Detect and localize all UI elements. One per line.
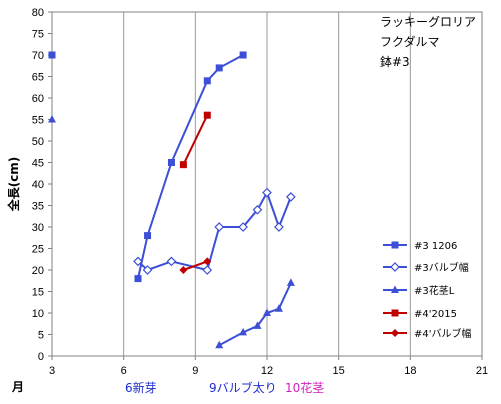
data-point [215,340,224,349]
legend-label: #4'バルブ幅 [414,327,472,340]
data-point [274,222,284,232]
annotation-new-shoot: 6新芽 [125,380,157,395]
data-point [286,278,295,286]
legend-marker [391,285,399,293]
data-point [215,64,223,72]
series-0 [48,51,247,283]
x-tick-label: 9 [192,365,198,377]
data-point [252,204,263,215]
data-point [263,308,271,316]
data-point [48,115,56,123]
series-line [137,54,244,279]
series-line [137,190,292,272]
x-tick-label: 21 [476,365,488,377]
data-point [203,257,212,266]
series-3 [179,111,211,169]
x-tick-label: 18 [404,365,416,377]
title-line-3: 鉢#3 [380,55,410,69]
title-line-2: フクダルマ [380,34,440,49]
series-line [218,282,292,347]
y-axis-ticks: 0 5 10 15 20 25 30 35 40 45 50 55 60 65 70 75 80 [32,7,52,363]
legend-item: #3バルブ幅 [383,261,469,274]
data-point [238,222,248,232]
series-line [183,260,208,271]
series-1 [133,187,296,275]
data-point [167,159,175,166]
y-tick-label: 15 [32,287,44,299]
data-point [142,265,153,275]
gridlines [123,12,411,356]
series-4 [179,257,212,274]
annotation-bulb-swell: 9バルブ太り [209,380,277,395]
data-point [203,111,211,119]
data-point [133,256,143,267]
y-tick-label: 35 [32,201,44,213]
x-axis-label: 月 [11,380,24,394]
legend-label: #3 1206 [414,241,457,252]
y-tick-label: 10 [32,308,44,320]
series-line [182,114,209,166]
y-tick-label: 45 [32,158,44,170]
data-point [262,187,272,198]
y-tick-label: 25 [32,244,44,256]
x-tick-label: 12 [261,365,273,377]
y-tick-label: 50 [32,136,44,148]
data-point [286,192,296,202]
y-tick-label: 40 [32,179,44,191]
legend-label: #3バルブ幅 [414,261,469,274]
data-point [214,222,225,232]
legend-label: #3花茎L [414,284,455,297]
legend-item: #4'2015 [383,309,457,320]
data-point [202,265,213,275]
annotation-flower-stem: 10花茎 [285,380,324,395]
month-annotations: 6新芽 9バルブ太り 10花茎 [125,380,324,395]
y-tick-label: 0 [38,351,44,363]
data-point [144,232,152,240]
y-tick-label: 55 [32,115,44,127]
legend-marker [391,241,399,249]
legend-item: #3 1206 [383,241,457,252]
y-tick-label: 30 [32,222,44,234]
legend: #3 1206 #3バルブ幅 #3花茎L #4'2015 #4'バルブ幅 [383,241,472,340]
data-point [239,51,247,59]
legend-marker [391,329,399,337]
legend-marker [391,309,399,317]
legend-item: #3花茎L [383,284,455,297]
series-2 [48,115,295,349]
data-point [203,77,211,85]
y-tick-label: 60 [32,93,44,105]
y-tick-label: 80 [32,7,44,19]
y-tick-label: 65 [32,72,44,84]
data-point [179,266,188,274]
x-tick-label: 6 [121,365,127,377]
y-tick-label: 5 [38,330,44,342]
y-tick-label: 70 [32,50,44,62]
y-tick-label: 75 [32,29,44,41]
data-point [48,51,56,59]
data-point [239,327,248,336]
y-tick-label: 20 [32,265,44,277]
legend-label: #4'2015 [414,309,457,320]
x-tick-label: 15 [333,365,345,377]
y-axis-label: 全長(cm) [6,157,21,213]
chart-title: ラッキーグロリア フクダルマ 鉢#3 [380,15,476,69]
title-line-1: ラッキーグロリア [380,15,476,29]
data-point [166,256,177,267]
data-point [253,321,262,329]
data-point [274,304,283,312]
x-tick-label: 3 [49,365,55,377]
x-axis-ticks: 3 6 9 12 15 18 21 [49,356,488,377]
data-point [179,161,187,169]
series-group [48,51,296,349]
legend-marker [390,262,400,272]
data-point [134,275,142,283]
legend-item: #4'バルブ幅 [383,327,472,340]
